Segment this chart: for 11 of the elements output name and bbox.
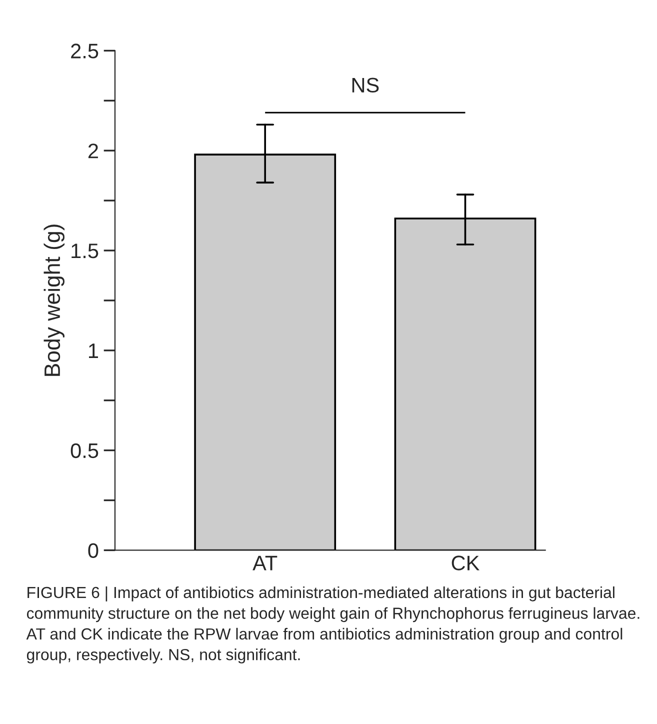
y-tick-label: 2.5 (71, 44, 98, 58)
y-tick-label: 1 (89, 344, 98, 358)
x-tick-label: CK (452, 556, 480, 570)
y-tick-label: 0.5 (70, 443, 98, 458)
annotation: NS (352, 78, 379, 93)
y-tick-label: 0 (88, 543, 98, 558)
x-tick-label: AT (252, 556, 278, 570)
y-tick-label: 1.5 (72, 244, 98, 258)
y-axis-title: Body weight (g) (44, 224, 64, 376)
caption: FIGURE 6 | Impact of antibiotics administration-mediated alterations in gut bacterial community structure on the net body weight gain of Rhynchophorus ferrugineus larvae. AT and CK indicate the RPW larvae from antibiotics administration group and control group, respectively. NS, not significant. (26, 586, 640, 664)
y-tick-label: 2 (88, 144, 98, 158)
